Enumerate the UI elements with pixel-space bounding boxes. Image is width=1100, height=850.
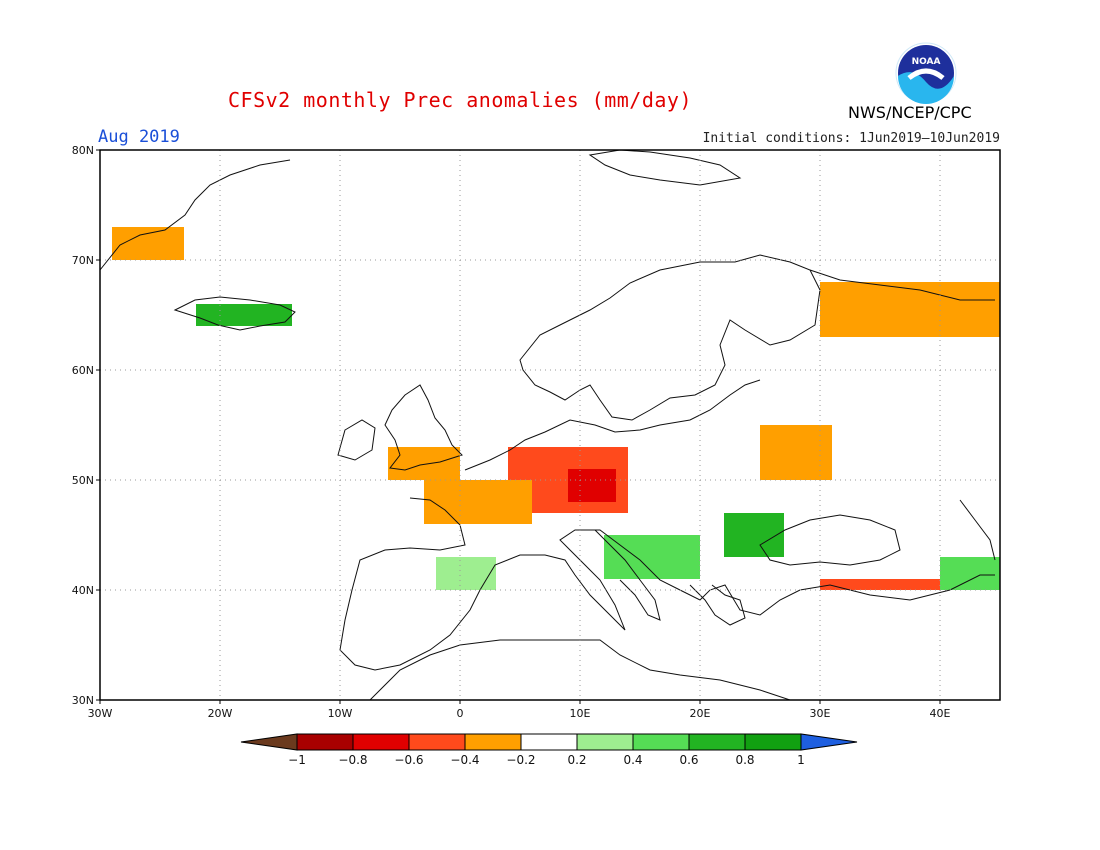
colorbar-label: −0.2 bbox=[506, 753, 535, 767]
anomaly-cell-turkey-north bbox=[820, 579, 952, 590]
colorbar-segment bbox=[576, 733, 634, 751]
lon-tick-label: 20W bbox=[208, 707, 233, 720]
lat-tick-label: 60N bbox=[72, 364, 94, 377]
lat-tick-label: 50N bbox=[72, 474, 94, 487]
anomaly-cell-caucasus bbox=[940, 557, 1000, 590]
anomaly-cells bbox=[112, 227, 1000, 590]
colorbar-segment bbox=[520, 733, 578, 751]
anomaly-cell-france bbox=[424, 480, 532, 524]
noaa-logo: NOAA bbox=[895, 42, 957, 104]
colorbar-segment bbox=[296, 733, 354, 751]
lon-tick-label: 20E bbox=[690, 707, 711, 720]
colorbar-segment bbox=[688, 733, 746, 751]
lon-tick-label: 10W bbox=[328, 707, 353, 720]
colorbar-label: −0.8 bbox=[338, 753, 367, 767]
lat-tick-label: 30N bbox=[72, 694, 94, 707]
colorbar-label: 0.6 bbox=[679, 753, 698, 767]
colorbar-segment bbox=[408, 733, 466, 751]
anomaly-cell-british-isles bbox=[388, 447, 460, 480]
chart-title: CFSv2 monthly Prec anomalies (mm/day) bbox=[227, 88, 693, 112]
forecast-month: Aug 2019 bbox=[98, 127, 180, 147]
anomaly-cell-northern-russia bbox=[820, 282, 1000, 337]
lon-tick-label: 0 bbox=[457, 707, 464, 720]
logo-text: NOAA bbox=[912, 57, 941, 67]
colorbar-label: 1 bbox=[797, 753, 805, 767]
colorbar-label: 0.4 bbox=[623, 753, 642, 767]
lon-tick-label: 40E bbox=[930, 707, 951, 720]
colorbar-segment bbox=[464, 733, 522, 751]
anomaly-cell-poland-belarus bbox=[760, 425, 832, 480]
coastlines bbox=[100, 150, 996, 700]
anomaly-cell-romania-balkans bbox=[724, 513, 784, 557]
anomaly-cell-spain bbox=[436, 557, 496, 590]
map-frame bbox=[99, 149, 1001, 701]
lon-tick-label: 30W bbox=[88, 707, 113, 720]
agency-label: NWS/NCEP/CPC bbox=[848, 103, 972, 122]
colorbar-label: 0.2 bbox=[567, 753, 586, 767]
lon-tick-label: 30E bbox=[810, 707, 831, 720]
colorbar-segment bbox=[632, 733, 690, 751]
initial-conditions: Initial conditions: 1Jun2019–10Jun2019 bbox=[702, 131, 1000, 146]
graticule bbox=[100, 150, 1000, 700]
lat-tick-label: 40N bbox=[72, 584, 94, 597]
colorbar-segment bbox=[744, 733, 802, 751]
axis-ticks: 30W 20W 10W 0 10E 20E 30E 40E 80N 70N 60N 50N 40N 30N bbox=[72, 144, 951, 720]
colorbar: −1 −0.8 −0.6 −0.4 −0.2 0.2 0.4 0.6 0.8 1 bbox=[240, 733, 858, 767]
lon-tick-label: 10E bbox=[570, 707, 591, 720]
lat-tick-label: 80N bbox=[72, 144, 94, 157]
colorbar-segment bbox=[352, 733, 410, 751]
colorbar-label: −0.4 bbox=[450, 753, 479, 767]
lat-tick-label: 70N bbox=[72, 254, 94, 267]
anomaly-cell-southern-germany bbox=[568, 469, 616, 502]
colorbar-max-arrow bbox=[800, 733, 858, 751]
colorbar-label: −0.6 bbox=[394, 753, 423, 767]
colorbar-label: −1 bbox=[288, 753, 306, 767]
colorbar-label: 0.8 bbox=[735, 753, 754, 767]
colorbar-min-arrow bbox=[240, 733, 298, 751]
